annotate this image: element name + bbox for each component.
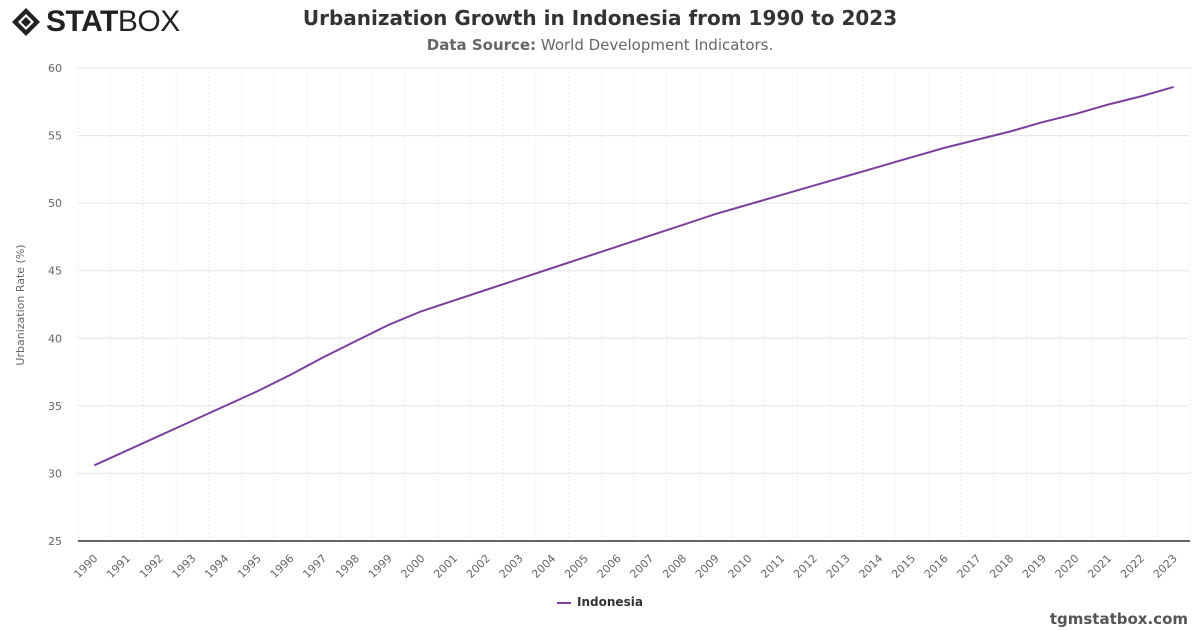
x-tick-label: 1990 <box>71 552 100 581</box>
y-tick-label: 35 <box>48 400 62 413</box>
data-point <box>647 233 653 239</box>
x-tick-label: 2012 <box>791 552 820 581</box>
chart-title: Urbanization Growth in Indonesia from 19… <box>302 6 898 30</box>
y-tick-label: 40 <box>48 332 62 345</box>
data-point <box>157 433 163 439</box>
data-point <box>91 462 97 468</box>
x-tick-label: 2014 <box>856 552 885 581</box>
x-tick-label: 2020 <box>1053 552 1082 581</box>
data-point <box>680 222 686 228</box>
data-point <box>288 372 294 378</box>
x-tick-label: 1993 <box>170 552 199 581</box>
data-point <box>876 164 882 170</box>
legend-item-indonesia[interactable]: Indonesia <box>0 595 1200 609</box>
x-tick-label: 2003 <box>497 552 526 581</box>
data-point <box>124 447 130 453</box>
data-point <box>615 243 621 249</box>
x-tick-label: 2008 <box>660 552 689 581</box>
data-point <box>811 183 817 189</box>
data-point <box>353 338 359 344</box>
x-tick-label: 2016 <box>922 552 951 581</box>
y-tick-label: 45 <box>48 265 62 278</box>
x-tick-label: 2010 <box>726 552 755 581</box>
data-point <box>320 354 326 360</box>
x-tick-label: 2019 <box>1020 552 1049 581</box>
data-point <box>974 137 980 143</box>
data-point <box>1040 119 1046 125</box>
statbox-logo: STATBOX <box>10 5 180 38</box>
data-point <box>255 388 261 394</box>
y-tick-label: 25 <box>48 535 62 548</box>
data-point <box>713 211 719 217</box>
subtitle-value: World Development Indicators. <box>540 36 774 54</box>
data-point <box>451 297 457 303</box>
data-point <box>386 322 392 328</box>
data-point <box>517 276 523 282</box>
x-tick-label: 1996 <box>268 552 297 581</box>
x-tick-label: 2006 <box>595 552 624 581</box>
data-point <box>582 254 588 260</box>
data-point <box>1105 101 1111 107</box>
data-point <box>1138 93 1144 99</box>
x-tick-label: 1999 <box>366 552 395 581</box>
data-point <box>1171 84 1177 90</box>
y-tick-label: 60 <box>48 62 62 75</box>
data-point <box>1073 111 1079 117</box>
x-tick-label: 2018 <box>987 552 1016 581</box>
data-point <box>745 201 751 207</box>
data-point <box>484 287 490 293</box>
x-tick-label: 2005 <box>562 552 591 581</box>
x-tick-label: 2004 <box>529 552 558 581</box>
x-tick-label: 1998 <box>333 552 362 581</box>
x-tick-label: 2009 <box>693 552 722 581</box>
x-tick-label: 1995 <box>235 552 264 581</box>
y-tick-label: 50 <box>48 197 62 210</box>
x-tick-label: 2002 <box>464 552 493 581</box>
x-tick-label: 2022 <box>1118 552 1147 581</box>
x-tick-label: 2001 <box>431 552 460 581</box>
x-tick-label: 2015 <box>889 552 918 581</box>
x-tick-label: 2021 <box>1085 552 1114 581</box>
x-tick-label: 2007 <box>627 552 656 581</box>
subtitle-label: Data Source: <box>426 36 537 54</box>
data-point <box>222 403 228 409</box>
x-tick-label: 2013 <box>824 552 853 581</box>
x-tick-label: 1997 <box>300 552 329 581</box>
data-point <box>1007 129 1013 135</box>
data-point <box>844 173 850 179</box>
x-tick-label: 2000 <box>399 552 428 581</box>
data-point <box>778 192 784 198</box>
diamond-logo-icon <box>12 8 40 36</box>
x-tick-label: 2023 <box>1151 552 1180 581</box>
y-axis-label: Urbanization Rate (%) <box>14 244 27 365</box>
data-point <box>942 145 948 151</box>
x-tick-label: 1991 <box>104 552 133 581</box>
data-point <box>909 154 915 160</box>
chart-subtitle: Data Source: World Development Indicator… <box>0 36 1200 54</box>
legend-line-icon <box>557 601 572 604</box>
x-tick-label: 2017 <box>955 552 984 581</box>
series-line-indonesia <box>93 85 1174 467</box>
legend-label: Indonesia <box>577 595 643 609</box>
data-point <box>418 308 424 314</box>
x-tick-label: 2011 <box>758 552 787 581</box>
y-tick-label: 55 <box>48 130 62 143</box>
logo-text-light: BOX <box>117 5 180 38</box>
footer-site: tgmstatbox.com <box>1049 610 1188 628</box>
x-tick-label: 1992 <box>137 552 166 581</box>
data-point <box>549 265 555 271</box>
data-point <box>189 418 195 424</box>
x-tick-label: 1994 <box>202 552 231 581</box>
logo-text-bold: STAT <box>46 5 118 38</box>
y-tick-label: 30 <box>48 467 62 480</box>
